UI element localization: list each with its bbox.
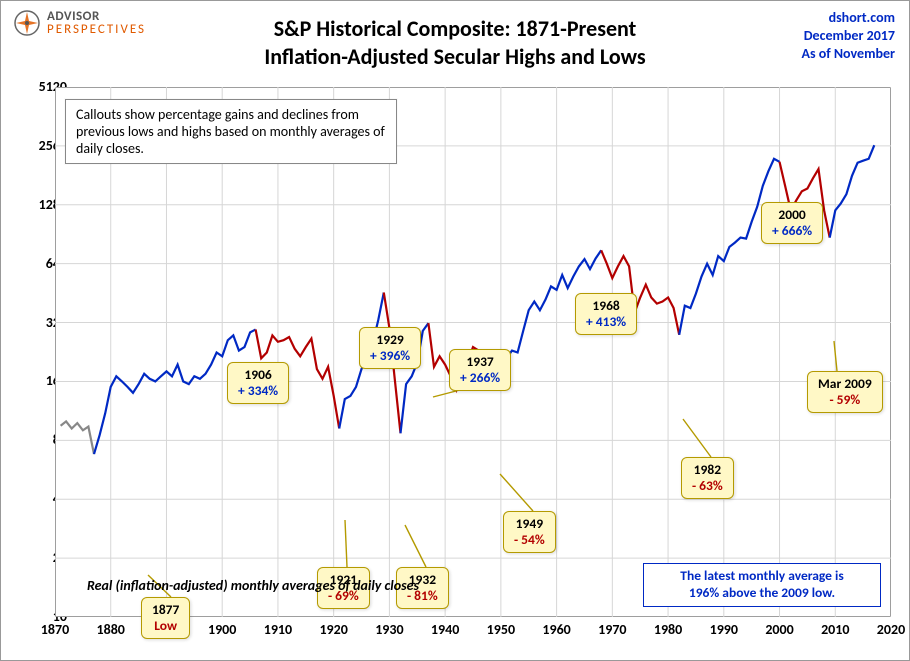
- callout-2000: 2000+ 666%: [761, 202, 823, 244]
- callout-1929: 1929+ 396%: [359, 327, 421, 369]
- callout-1877: 1877Low: [141, 597, 190, 639]
- title-line2: Inflation-Adjusted Secular Highs and Low…: [1, 43, 909, 71]
- latest-l1: The latest monthly average is: [652, 568, 872, 585]
- chart-frame: ADVISOR PERSPECTIVES dshort.com December…: [0, 0, 910, 661]
- latest-l2: 196% above the 2009 low.: [652, 585, 872, 602]
- x-tick: 1900: [208, 621, 236, 638]
- x-tick: 1930: [375, 621, 403, 638]
- latest-note: The latest monthly average is 196% above…: [643, 563, 881, 607]
- x-tick: 2020: [877, 621, 905, 638]
- callout-1968: 1968+ 413%: [575, 293, 637, 335]
- x-tick: 1980: [654, 621, 682, 638]
- x-tick: 1970: [598, 621, 626, 638]
- callout-1906: 1906+ 334%: [227, 362, 289, 404]
- callout-1937: 1937+ 266%: [449, 349, 511, 391]
- x-tick: 1940: [431, 621, 459, 638]
- x-tick: 2010: [821, 621, 849, 638]
- callout-1982: 1982- 63%: [681, 457, 734, 499]
- series-caption: Real (inflation-adjusted) monthly averag…: [87, 577, 419, 594]
- x-tick: 1950: [487, 621, 515, 638]
- x-tick: 1880: [97, 621, 125, 638]
- callout-1949: 1949- 54%: [503, 511, 556, 553]
- x-tick: 2000: [765, 621, 793, 638]
- title-line1: S&P Historical Composite: 1871-Present: [1, 15, 909, 43]
- callout-2009: Mar 2009- 59%: [807, 371, 883, 413]
- x-tick: 1870: [41, 621, 69, 638]
- plot-area: 1877Low1906+ 334%1921- 69%1929+ 396%1932…: [55, 87, 891, 617]
- x-tick: 1910: [264, 621, 292, 638]
- explainer-note: Callouts show percentage gains and decli…: [65, 99, 397, 164]
- chart-title: S&P Historical Composite: 1871-Present I…: [1, 15, 909, 70]
- x-tick: 1990: [710, 621, 738, 638]
- x-tick: 1920: [319, 621, 347, 638]
- x-tick: 1960: [542, 621, 570, 638]
